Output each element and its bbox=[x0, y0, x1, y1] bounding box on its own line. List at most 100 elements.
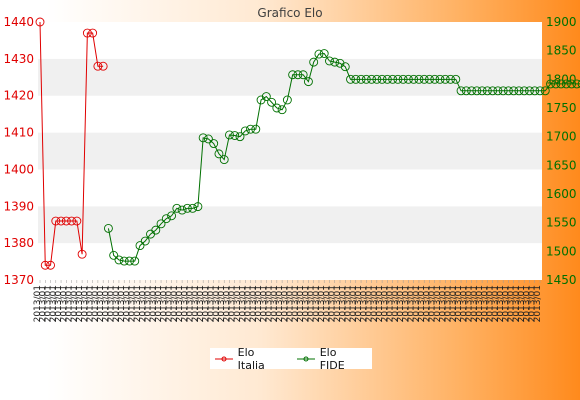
data-point bbox=[546, 79, 555, 89]
x-tick-label: 2013/01 bbox=[75, 285, 85, 322]
x-tick-label: 2013/01 bbox=[359, 285, 369, 322]
x-tick-label: 2013/01 bbox=[475, 285, 485, 322]
grid-band bbox=[38, 132, 542, 170]
data-point bbox=[551, 79, 561, 89]
data-point bbox=[40, 260, 50, 270]
x-tick-label: 2013/01 bbox=[533, 285, 543, 322]
data-point bbox=[225, 130, 234, 140]
x-tick-label: 2013/01 bbox=[486, 285, 496, 322]
x-tick-label: 2013/01 bbox=[428, 285, 438, 322]
x-tick-label: 2013/01 bbox=[222, 285, 232, 322]
data-point bbox=[456, 86, 466, 96]
x-tick-label: 2013/01 bbox=[96, 285, 106, 322]
right-tick-label: 1650 bbox=[546, 158, 577, 172]
x-tick-label: 2013/01 bbox=[191, 285, 201, 322]
data-point bbox=[561, 79, 571, 89]
data-point bbox=[219, 155, 229, 165]
x-tick-label: 2013/01 bbox=[286, 285, 296, 322]
x-tick-label: 2013/01 bbox=[354, 285, 364, 322]
chart-title: Grafico Elo bbox=[257, 6, 322, 20]
data-point bbox=[346, 74, 355, 84]
right-tick-label: 1700 bbox=[546, 130, 577, 144]
x-tick-label: 2013/01 bbox=[65, 285, 75, 322]
x-tick-label: 2013/01 bbox=[80, 285, 90, 322]
x-tick-label: 2013/01 bbox=[44, 285, 54, 322]
data-point bbox=[509, 86, 519, 96]
data-point bbox=[372, 74, 382, 84]
x-tick-label: 2013/01 bbox=[307, 285, 317, 322]
x-tick-label: 2013/01 bbox=[312, 285, 322, 322]
data-point bbox=[572, 79, 580, 89]
x-tick-label: 2013/01 bbox=[180, 285, 190, 322]
x-tick-label: 2013/01 bbox=[207, 285, 217, 322]
x-tick-label: 2013/01 bbox=[449, 285, 459, 322]
data-point bbox=[56, 216, 66, 226]
x-tick-label: 2013/01 bbox=[496, 285, 506, 322]
x-tick-label: 2013/01 bbox=[328, 285, 338, 322]
data-point bbox=[151, 225, 161, 235]
legend-item-elo-fide: Elo FIDE bbox=[297, 346, 364, 372]
x-tick-label: 2013/01 bbox=[412, 285, 422, 322]
left-tick-label: 1400 bbox=[3, 162, 34, 176]
grid-band bbox=[38, 169, 542, 207]
data-point bbox=[419, 74, 429, 84]
x-tick-label: 2013/01 bbox=[259, 285, 269, 322]
data-point bbox=[467, 86, 477, 96]
legend-marker-elo-italia bbox=[215, 356, 233, 361]
data-point bbox=[198, 133, 208, 143]
left-tick-label: 1420 bbox=[3, 89, 34, 103]
data-point bbox=[135, 241, 145, 251]
series-line bbox=[39, 21, 104, 266]
data-point bbox=[46, 260, 55, 270]
data-point bbox=[488, 86, 498, 96]
x-tick-label: 2013/01 bbox=[470, 285, 480, 322]
data-point bbox=[109, 250, 119, 260]
x-tick-label: 2013/01 bbox=[154, 285, 164, 322]
x-tick-label: 2013/01 bbox=[201, 285, 211, 322]
data-point bbox=[477, 86, 487, 96]
data-point bbox=[293, 70, 303, 80]
x-tick-label: 2013/01 bbox=[528, 285, 538, 322]
left-tick-label: 1370 bbox=[3, 273, 34, 287]
data-point bbox=[272, 103, 282, 113]
data-point bbox=[130, 256, 140, 266]
data-point bbox=[72, 216, 82, 226]
x-tick-label: 2013/01 bbox=[128, 285, 138, 322]
x-tick-label: 2013/01 bbox=[238, 285, 248, 322]
right-tick-label: 1800 bbox=[546, 72, 577, 86]
data-point bbox=[388, 74, 398, 84]
data-point bbox=[193, 202, 203, 212]
data-point bbox=[251, 124, 261, 134]
x-tick-label: 2013/01 bbox=[380, 285, 390, 322]
x-tick-label: 2013/01 bbox=[391, 285, 401, 322]
right-tick-label: 1750 bbox=[546, 101, 577, 115]
data-point bbox=[35, 17, 45, 27]
data-point bbox=[393, 74, 403, 84]
x-tick-label: 2013/01 bbox=[370, 285, 380, 322]
x-tick-label: 2013/01 bbox=[365, 285, 375, 322]
data-point bbox=[356, 74, 366, 84]
x-tick-label: 2013/01 bbox=[49, 285, 59, 322]
x-axis-ticks: 2013/012013/012013/012013/012013/012013/… bbox=[33, 280, 543, 322]
data-point bbox=[277, 105, 287, 115]
x-tick-label: 2013/01 bbox=[70, 285, 80, 322]
legend-label-elo-italia: Elo Italia bbox=[237, 345, 265, 372]
x-tick-label: 2013/01 bbox=[333, 285, 343, 322]
x-tick-label: 2013/01 bbox=[280, 285, 290, 322]
x-tick-label: 2013/01 bbox=[233, 285, 243, 322]
data-point bbox=[319, 49, 329, 58]
data-point bbox=[414, 74, 424, 84]
x-tick-label: 2013/01 bbox=[491, 285, 501, 322]
data-point bbox=[188, 203, 198, 213]
x-tick-label: 2013/01 bbox=[296, 285, 306, 322]
right-axis-ticks: 1450 1500 1550 1600 1650 1700 1750 1800 1850 1900 bbox=[546, 15, 577, 287]
left-tick-label: 1390 bbox=[3, 199, 34, 213]
data-point bbox=[514, 86, 524, 96]
data-point bbox=[325, 56, 334, 66]
data-point bbox=[330, 57, 340, 67]
x-tick-label: 2013/01 bbox=[170, 285, 180, 322]
data-point bbox=[230, 131, 240, 140]
grid-bands bbox=[38, 22, 542, 280]
data-point bbox=[430, 74, 440, 84]
